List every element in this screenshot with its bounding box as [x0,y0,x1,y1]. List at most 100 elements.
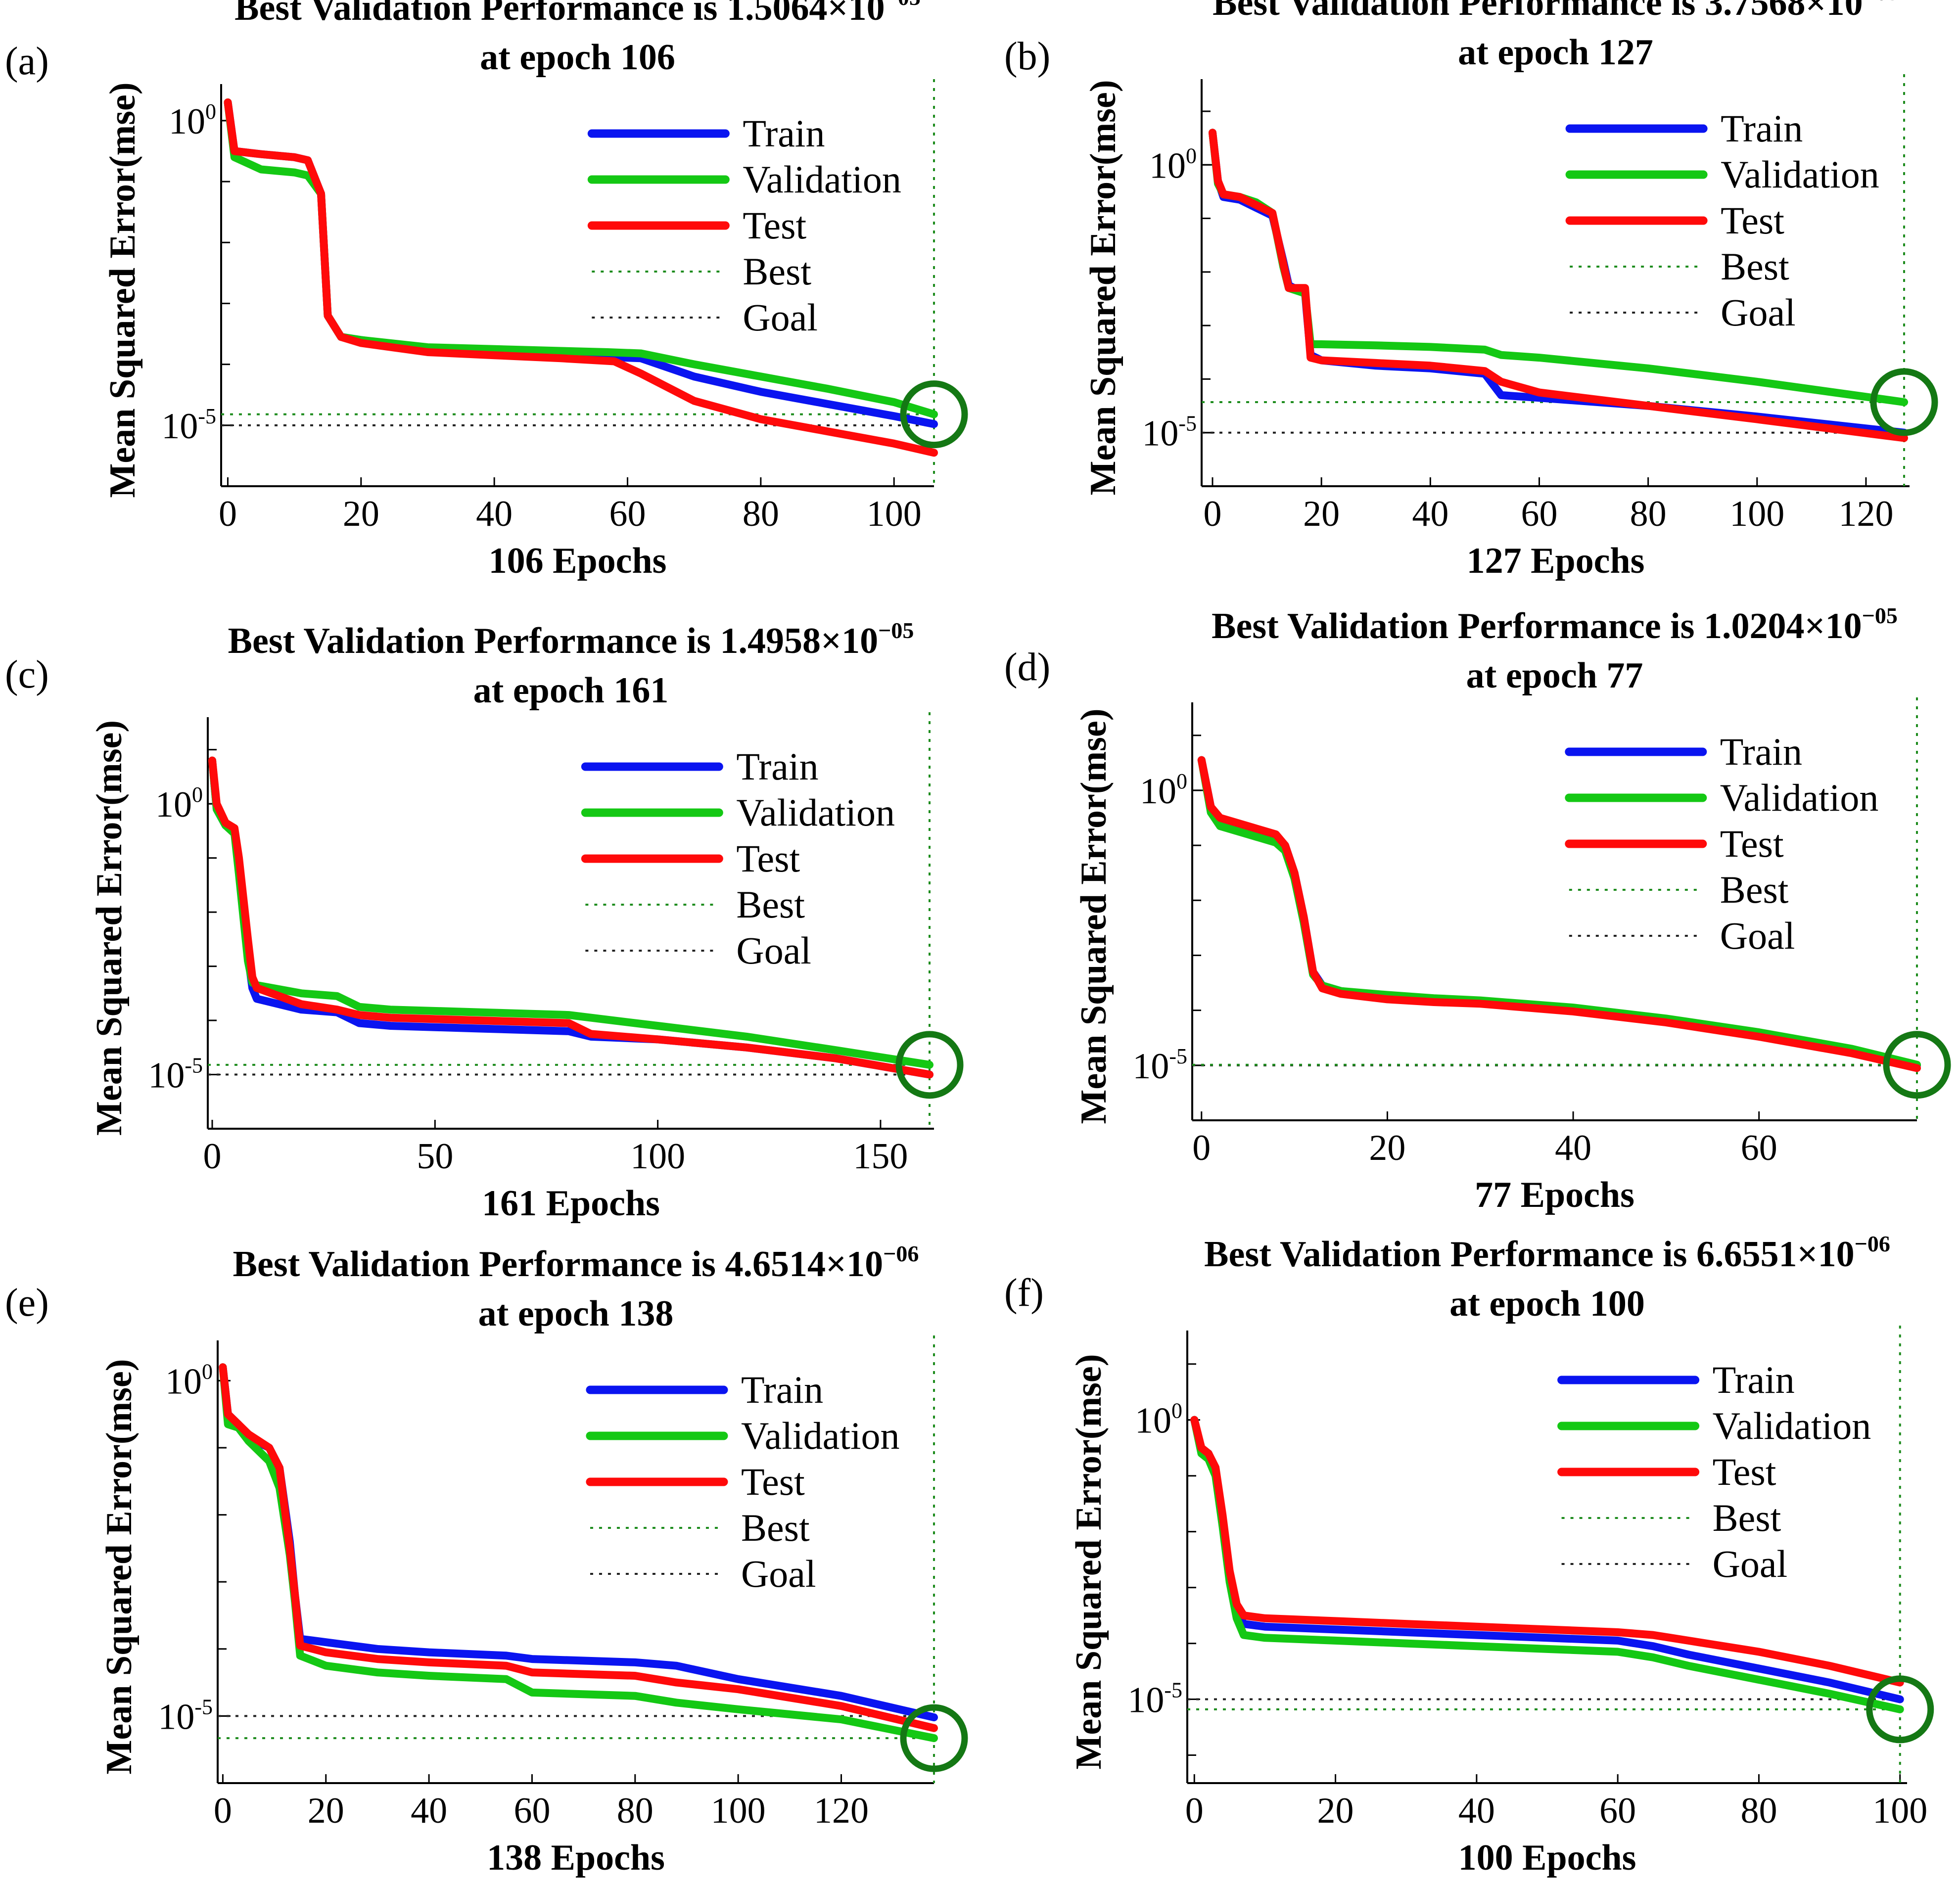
legend-label-goal: Goal [736,929,811,972]
x-tick-label: 20 [1369,1128,1405,1168]
y-axis-label: Mean Squared Error(mse) [1069,1354,1109,1770]
x-tick-label: 100 [1729,494,1784,534]
y-tick-label: 10-5 [1127,1678,1182,1721]
series-train-line [224,98,938,428]
legend-label-test: Test [1713,1450,1776,1493]
x-tick-label: 40 [1458,1791,1495,1831]
y-axis-label: Mean Squared Error(mse) [1083,80,1123,496]
chart-title: Best Validation Performance is 4.6514×10… [233,1241,919,1285]
y-tick-label: 100 [165,1359,213,1402]
legend-label-test: Test [736,837,800,880]
y-axis-label: Mean Squared Error(mse) [102,83,143,498]
x-tick-label: 120 [814,1791,869,1831]
legend-label-best: Best [743,250,811,293]
subplot-d: (d) Best Validation Performance is 1.0204… [1004,603,1951,1215]
series-validation-line [1190,1416,1904,1713]
x-tick-label: 80 [1630,494,1667,534]
x-tick-label: 20 [308,1791,344,1831]
series-test-line [1209,129,1908,442]
y-tick-label: 10-5 [158,1695,213,1737]
legend-label-best: Best [1720,868,1789,911]
x-axis-label: 161 Epochs [482,1183,660,1224]
y-tick-label: 100 [1135,1399,1182,1441]
x-tick-label: 100 [1872,1791,1927,1831]
x-axis-label: 100 Epochs [1458,1838,1636,1878]
legend-label-goal: Goal [1721,291,1796,334]
x-tick-label: 100 [711,1791,766,1831]
legend-label-validation: Validation [1721,153,1879,196]
x-tick-label: 60 [513,1791,550,1831]
x-tick-label: 0 [1192,1128,1211,1168]
chart-title-epoch: at epoch 100 [1449,1284,1645,1324]
x-tick-label: 100 [630,1136,685,1177]
legend-label-train: Train [1721,107,1803,150]
y-tick-label: 10-5 [148,1054,203,1096]
chart-title-epoch: at epoch 106 [480,37,675,78]
chart-title: Best Validation Performance is 3.7568×10… [1213,0,1899,23]
series-test-line [208,756,933,1079]
legend-label-validation: Validation [743,158,901,201]
y-axis-label: Mean Squared Error(mse) [89,720,130,1136]
x-tick-label: 40 [1555,1128,1591,1168]
subplot-a: (a) Best Validation Performance is 1.5064… [5,0,968,581]
x-tick-label: 40 [1412,494,1448,534]
x-tick-label: 80 [1740,1791,1777,1831]
legend-label-goal: Goal [1720,914,1795,957]
chart-title-epoch: at epoch 161 [473,670,669,711]
x-tick-label: 40 [476,494,513,534]
series-test-line [1197,756,1921,1072]
x-tick-label: 40 [411,1791,447,1831]
x-tick-label: 60 [1599,1791,1636,1831]
panel-letter: (b) [1004,35,1050,78]
x-tick-label: 150 [853,1136,908,1177]
legend-label-best: Best [741,1506,810,1549]
chart-title: Best Validation Performance is 1.5064×10… [234,0,921,28]
series-test-line [219,1363,938,1732]
legend-label-best: Best [1721,245,1789,288]
legend-label-validation: Validation [1720,776,1879,819]
y-axis-label: Mean Squared Error(mse) [99,1359,140,1775]
subplot-e: (e) Best Validation Performance is 4.6514… [5,1241,968,1878]
chart-title: Best Validation Performance is 1.4958×10… [228,618,914,661]
legend-label-train: Train [743,112,825,155]
x-axis-label: 106 Epochs [489,541,667,581]
x-tick-label: 0 [1185,1791,1204,1831]
best-point-marker [1883,1031,1951,1099]
best-point-marker [895,1031,964,1099]
panel-letter: (d) [1004,645,1050,689]
legend-label-train: Train [1720,730,1802,773]
x-tick-label: 50 [417,1136,453,1177]
chart-title-epoch: at epoch 127 [1458,32,1653,73]
y-tick-label: 100 [169,99,216,142]
best-point-marker [900,380,968,449]
legend-label-goal: Goal [743,296,818,339]
chart-title: Best Validation Performance is 1.0204×10… [1212,603,1898,646]
x-tick-label: 0 [203,1136,222,1177]
legend-label-best: Best [736,883,805,926]
legend-label-train: Train [736,745,818,788]
x-tick-label: 20 [343,494,379,534]
subplot-f: (f) Best Validation Performance is 6.6551… [1004,1231,1934,1878]
y-tick-label: 10-5 [161,404,216,447]
chart-title-epoch: at epoch 77 [1466,655,1643,696]
panel-letter: (f) [1004,1271,1044,1315]
legend-label-test: Test [1720,822,1784,865]
series-test-line [224,98,938,457]
y-tick-label: 100 [155,782,203,825]
legend-label-test: Test [743,204,806,247]
x-tick-label: 0 [214,1791,232,1831]
best-point-marker [900,1704,968,1772]
x-tick-label: 120 [1838,494,1893,534]
legend-label-goal: Goal [1713,1542,1788,1585]
panel-letter: (a) [5,40,49,83]
series-test-line [1190,1416,1904,1687]
y-tick-label: 10-5 [1142,412,1197,454]
x-axis-label: 77 Epochs [1475,1175,1634,1215]
legend-label-validation: Validation [736,791,895,834]
x-tick-label: 60 [609,494,646,534]
x-axis-label: 127 Epochs [1467,541,1645,581]
legend-label-validation: Validation [741,1414,900,1457]
x-tick-label: 80 [617,1791,653,1831]
legend-label-test: Test [1721,199,1784,242]
